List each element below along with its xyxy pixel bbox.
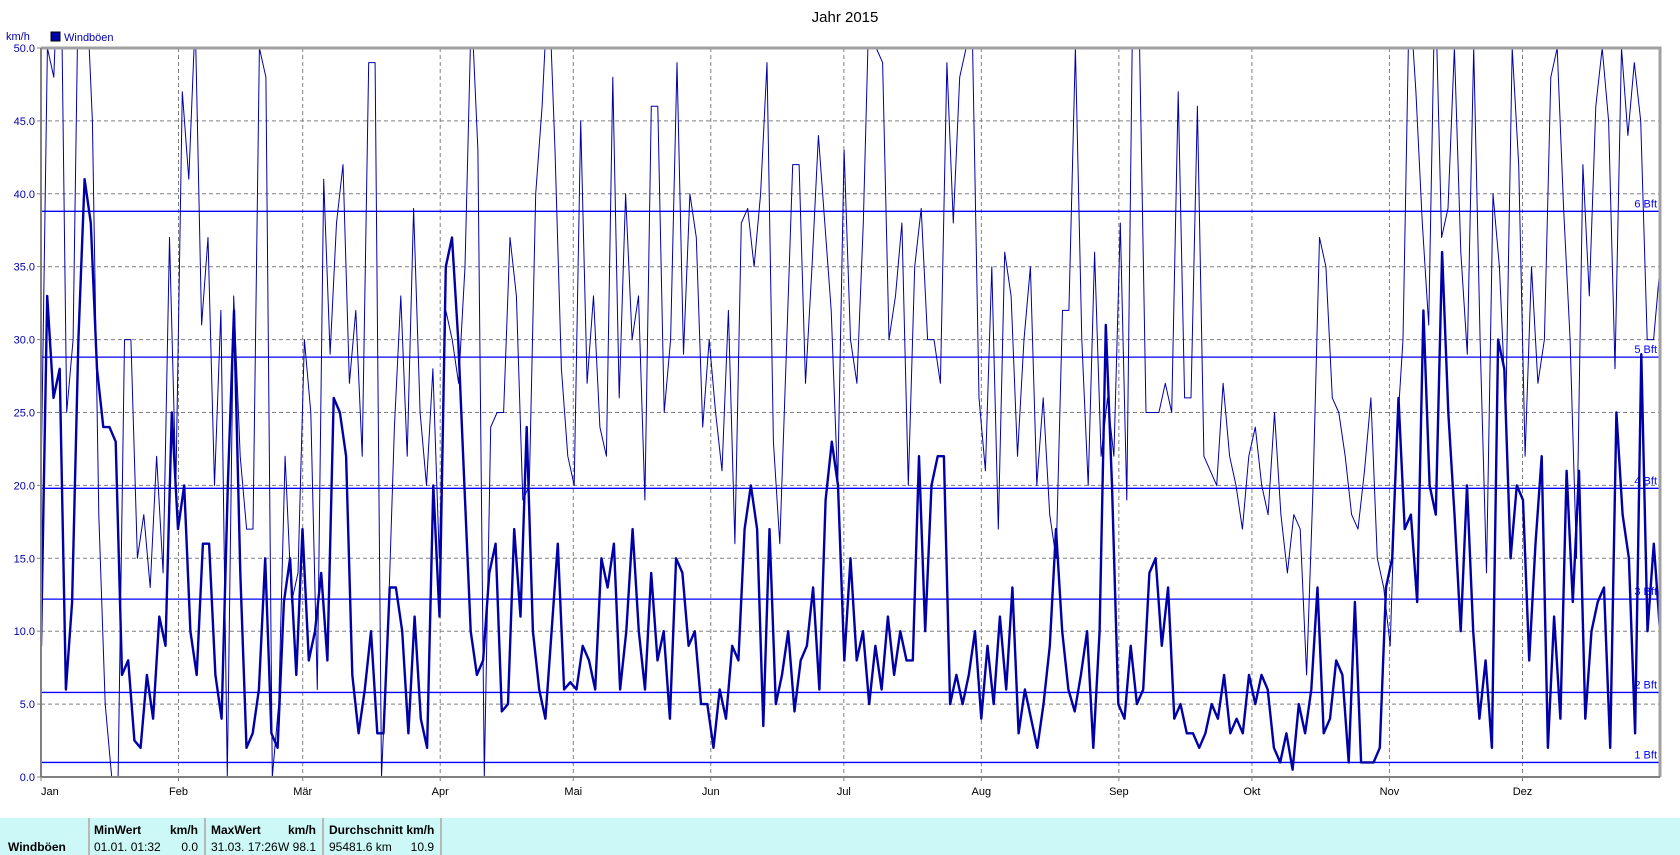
month-label: Okt — [1243, 786, 1260, 798]
y-tick-label: 20.0 — [14, 480, 35, 492]
y-tick-label: 15.0 — [14, 553, 35, 565]
month-label: Sep — [1109, 786, 1129, 798]
max-cell: MaxWert km/h 31.03. 17:26 W 98.1 — [206, 818, 324, 855]
month-label: Mai — [564, 786, 582, 798]
y-axis-unit: km/h — [6, 31, 30, 43]
y-tick-label: 30.0 — [14, 335, 35, 347]
month-label: Aug — [972, 786, 992, 798]
avg-header: Durchschnitt km/h — [329, 823, 435, 837]
month-label: Dez — [1513, 786, 1533, 798]
y-tick-label: 25.0 — [14, 408, 35, 420]
beaufort-label: 6 Bft — [1634, 198, 1657, 210]
min-header: MinWert — [94, 823, 142, 837]
legend-label: Windböen — [64, 32, 114, 44]
series-line-mean — [41, 177, 1660, 771]
min-unit: km/h — [169, 823, 198, 837]
legend-swatch — [50, 31, 61, 42]
month-label: Jun — [702, 786, 720, 798]
max-value: W 98.1 — [277, 840, 316, 854]
statistics-table: Windböen MinWert km/h 01.01. 01:32 0.0 M… — [0, 818, 1680, 855]
beaufort-label: 2 Bft — [1634, 679, 1657, 691]
max-time: 31.03. 17:26 — [211, 840, 278, 854]
y-tick-label: 10.0 — [14, 626, 35, 638]
y-tick-label: 0.0 — [20, 772, 35, 784]
plot-frame — [41, 46, 1662, 777]
series-line-max — [41, 48, 1660, 777]
min-time: 01.01. 01:32 — [94, 840, 161, 854]
y-tick-label: 40.0 — [14, 189, 35, 201]
month-label: Jan — [41, 786, 59, 798]
beaufort-label: 1 Bft — [1634, 749, 1657, 761]
row-label-cell: Windböen — [0, 818, 90, 855]
avg-value: 10.9 — [410, 840, 434, 854]
y-tick-label: 35.0 — [14, 262, 35, 274]
month-label: Nov — [1380, 786, 1400, 798]
beaufort-label: 4 Bft — [1634, 475, 1657, 487]
month-label: Mär — [293, 786, 312, 798]
avg-cell: Durchschnitt km/h 95481.6 km 10.9 — [324, 818, 442, 855]
min-value: 0.0 — [181, 840, 198, 854]
row-label: Windböen — [8, 840, 66, 854]
y-tick-label: 5.0 — [20, 699, 35, 711]
y-tick-label: 50.0 — [14, 43, 35, 55]
month-label: Jul — [837, 786, 851, 798]
beaufort-label: 5 Bft — [1634, 344, 1657, 356]
chart-title: Jahr 2015 — [812, 9, 879, 26]
max-header: MaxWert — [211, 823, 261, 837]
month-label: Feb — [169, 786, 188, 798]
month-label: Apr — [432, 786, 449, 798]
min-cell: MinWert km/h 01.01. 01:32 0.0 — [90, 818, 206, 855]
max-unit: km/h — [287, 823, 316, 837]
avg-distance: 95481.6 km — [329, 840, 392, 854]
y-tick-label: 45.0 — [14, 116, 35, 128]
